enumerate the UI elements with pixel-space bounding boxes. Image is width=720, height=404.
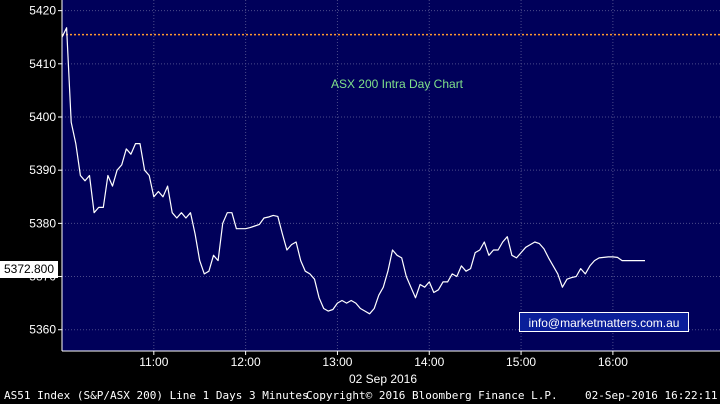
y-tick-label: 5420	[29, 4, 56, 18]
x-tick-label: 13:00	[322, 355, 352, 369]
x-tick-label: 15:00	[506, 355, 536, 369]
footer-center: Copyright© 2016 Bloomberg Finance L.P.	[306, 389, 558, 402]
chart: 5360537053805390540054105420 11:0012:001…	[29, 0, 720, 386]
watermark-box: info@marketmatters.com.au	[519, 312, 689, 332]
y-tick-label: 5410	[29, 57, 56, 71]
y-tick-label: 5400	[29, 110, 56, 124]
footer-right: 02-Sep-2016 16:22:11	[585, 389, 718, 402]
x-axis: 11:00 12:00 13:00 14:00 15:00 16:00	[62, 350, 720, 369]
footer-bar: AS51 Index (S&P/ASX 200) Line 1 Days 3 M…	[0, 387, 720, 404]
x-tick-label: 14:00	[414, 355, 444, 369]
series-line	[61, 27, 645, 315]
y-tick-label: 5360	[29, 323, 56, 337]
series-line-group	[61, 27, 645, 315]
y-tick-label: 5380	[29, 216, 56, 230]
date-label: 02 Sep 2016	[349, 372, 417, 386]
y-axis: 5360537053805390540054105420	[29, 0, 63, 351]
plot-area	[62, 0, 720, 351]
y-tick-label: 5390	[29, 163, 56, 177]
last-value-label: 5372.800	[0, 261, 58, 278]
x-tick-label: 11:00	[139, 355, 168, 369]
chart-annotation: ASX 200 Intra Day Chart	[331, 77, 464, 91]
x-tick-label: 12:00	[231, 355, 261, 369]
x-tick-label: 16:00	[598, 355, 628, 369]
footer-left: AS51 Index (S&P/ASX 200) Line 1 Days 3 M…	[4, 389, 309, 402]
